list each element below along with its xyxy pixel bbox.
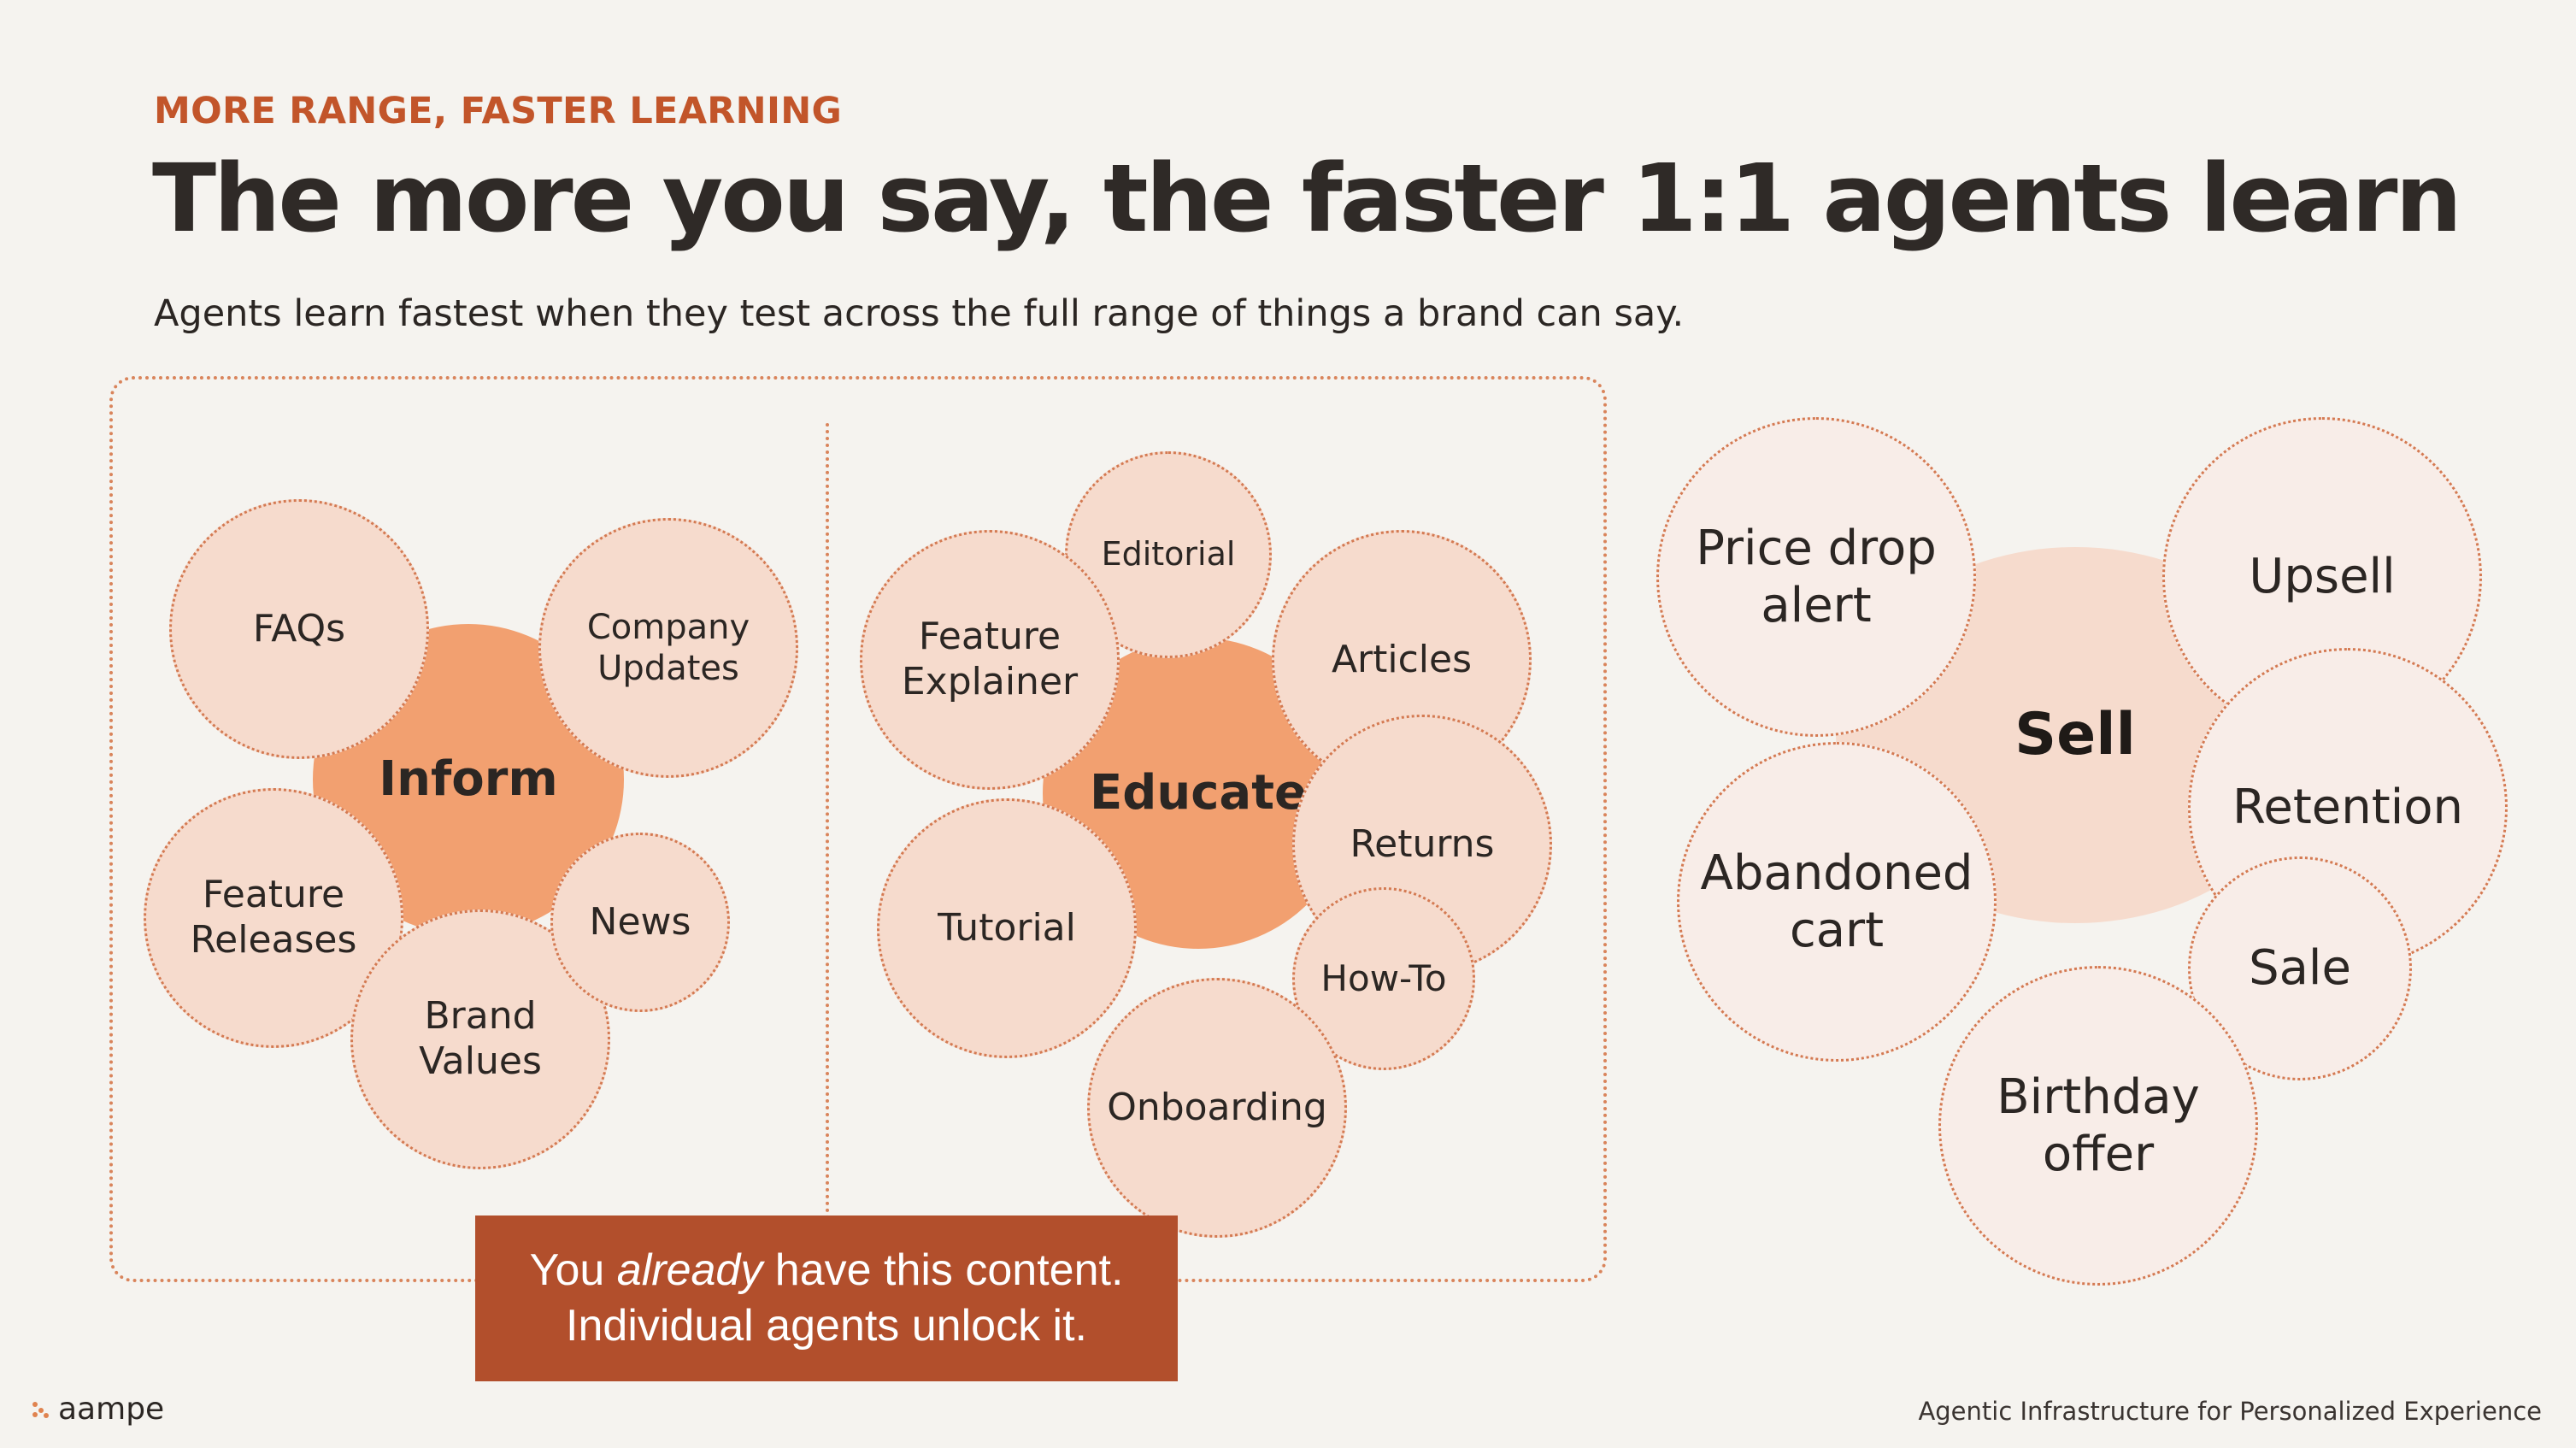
brand-logo: aampe (31, 1392, 164, 1427)
callout-text-pre: You (529, 1245, 617, 1295)
bubble-tutorial: Tutorial (877, 798, 1137, 1058)
callout-line-1: You already have this content. (530, 1243, 1124, 1298)
bubble-price-drop-alert: Price drop alert (1656, 417, 1976, 737)
bubble-feature-explainer: Feature Explainer (860, 530, 1120, 790)
bubble-news: News (550, 833, 730, 1012)
panel-divider (826, 423, 829, 1227)
callout-box: You already have this content. Individua… (475, 1215, 1178, 1381)
page-subtitle: Agents learn fastest when they test acro… (154, 292, 1685, 335)
callout-text-post: have this content. (762, 1245, 1124, 1295)
brand-name: aampe (58, 1392, 165, 1427)
bubble-faqs: FAQs (169, 499, 429, 759)
aampe-logo-icon (31, 1400, 50, 1419)
bubble-birthday-offer: Birthday offer (1938, 966, 2258, 1286)
bubble-onboarding: Onboarding (1087, 978, 1347, 1238)
callout-emphasis: already (616, 1245, 763, 1295)
page-title: The more you say, the faster 1:1 agents … (152, 144, 2462, 253)
eyebrow: MORE RANGE, FASTER LEARNING (154, 90, 843, 132)
bubble-abandoned-cart: Abandoned cart (1677, 742, 1997, 1062)
bubble-company-updates: Company Updates (538, 518, 798, 778)
callout-line-2: Individual agents unlock it. (566, 1301, 1087, 1351)
footer-tagline: Agentic Infrastructure for Personalized … (1918, 1397, 2542, 1426)
bubble-brand-values: Brand Values (350, 909, 610, 1169)
